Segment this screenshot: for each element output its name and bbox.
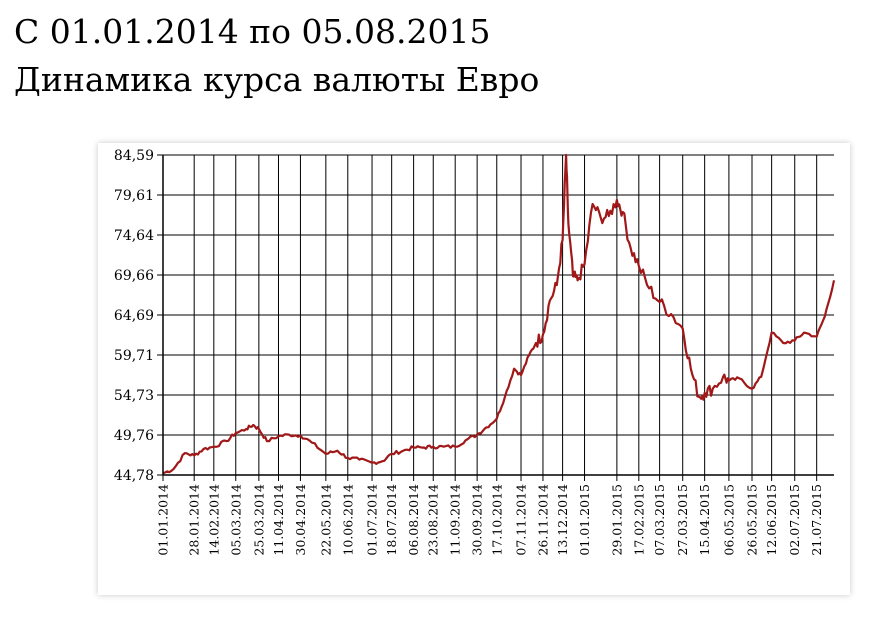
period-title: С 01.01.2014 по 05.08.2015 [14, 12, 491, 51]
x-tick-label: 30.04.2014 [293, 484, 308, 556]
x-tick-label: 30.09.2014 [470, 484, 485, 556]
x-tick-label: 01.01.2015 [577, 484, 592, 556]
chart-title: Динамика курса валюты Евро [14, 60, 540, 99]
x-tick-label: 11.04.2014 [271, 484, 286, 556]
x-tick-label: 22.05.2014 [318, 484, 333, 556]
x-tick-label: 26.11.2014 [535, 484, 550, 556]
x-tick-label: 23.08.2014 [426, 484, 441, 556]
x-tick-label: 18.07.2014 [384, 484, 399, 556]
x-tick-label: 07.03.2015 [652, 484, 667, 556]
y-tick-label: 49,76 [114, 428, 154, 444]
x-tick-label: 17.10.2014 [489, 484, 504, 556]
x-tick-label: 02.07.2015 [787, 484, 802, 556]
x-tick-label: 05.03.2014 [228, 484, 243, 556]
y-tick-label: 84,59 [114, 148, 154, 164]
y-tick-label: 54,73 [114, 388, 154, 404]
axes [162, 155, 834, 476]
x-tick-label: 25.03.2014 [251, 484, 266, 556]
x-tick-label: 14.02.2014 [206, 484, 221, 556]
title-block: С 01.01.2014 по 05.08.2015 Динамика курс… [14, 8, 539, 104]
series-layer [162, 153, 836, 475]
x-tick-label: 01.07.2014 [365, 484, 380, 556]
x-tick-label: 06.05.2015 [721, 484, 736, 556]
x-tick-label: 06.08.2014 [406, 484, 421, 556]
chart-card: 44,78 49,76 54,73 59,71 64,69 69,66 74,64 79,61… [98, 143, 850, 595]
x-tick-label: 11.09.2014 [448, 484, 463, 556]
x-tick-label: 26.05.2015 [745, 484, 760, 556]
y-tick-label: 59,71 [114, 348, 154, 364]
y-axis-ticks: 44,78 49,76 54,73 59,71 64,69 69,66 74,64 79,61… [114, 148, 163, 484]
x-tick-label: 28.01.2014 [187, 484, 202, 556]
y-tick-label: 64,69 [114, 308, 154, 324]
x-tick-label: 21.07.2015 [809, 484, 824, 556]
y-tick-label: 74,64 [114, 228, 154, 244]
x-tick-label: 17.02.2015 [631, 484, 646, 556]
x-tick-label: 12.06.2015 [764, 484, 779, 556]
x-tick-label: 01.01.2014 [156, 484, 171, 556]
x-tick-label: 27.03.2015 [675, 484, 690, 556]
y-tick-label: 44,78 [114, 468, 154, 484]
x-tick-label: 29.01.2015 [609, 484, 624, 556]
euro-rate-line-chart: 44,78 49,76 54,73 59,71 64,69 69,66 74,64 79,61… [114, 148, 836, 556]
y-tick-label: 69,66 [114, 268, 154, 284]
x-axis-ticks: 01.01.2014 28.01.2014 14.02.2014 05.03.2014… [156, 475, 824, 556]
euro-rate-line [162, 153, 836, 475]
x-tick-label: 15.04.2015 [697, 484, 712, 556]
x-tick-label: 07.11.2014 [514, 484, 529, 556]
y-tick-label: 79,61 [114, 188, 154, 204]
grid [162, 154, 834, 476]
x-tick-label: 10.06.2014 [340, 484, 355, 556]
x-tick-label: 13.12.2014 [555, 484, 570, 556]
